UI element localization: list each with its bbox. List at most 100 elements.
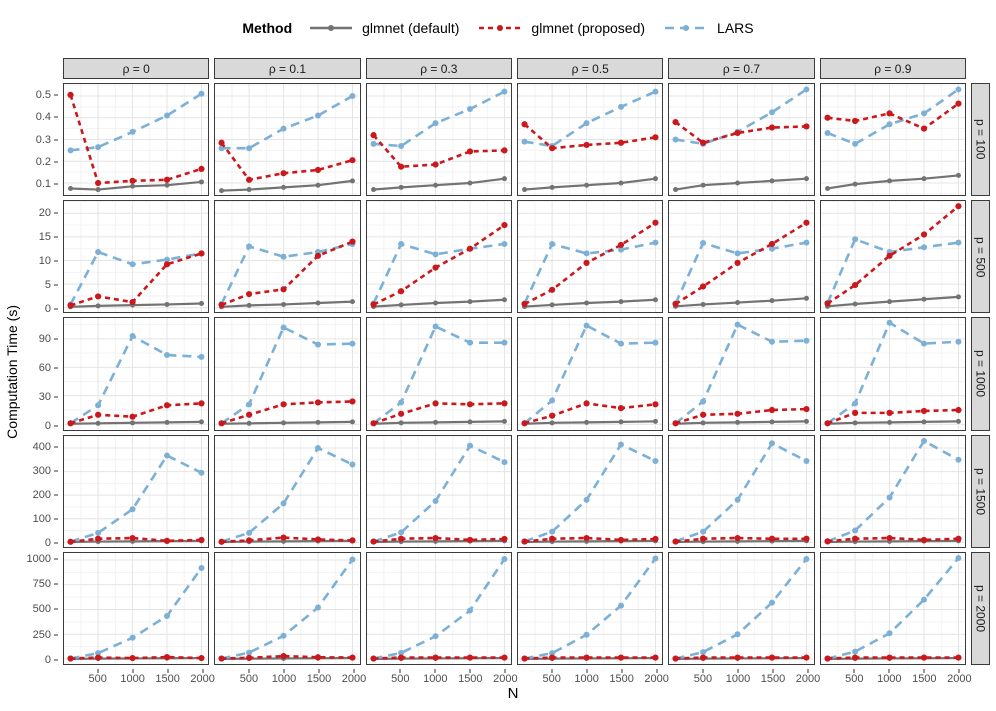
data-point-lars <box>349 92 356 99</box>
data-point-default <box>370 187 376 193</box>
data-point-proposed <box>95 654 102 661</box>
data-point-proposed <box>851 535 858 542</box>
facet-panel-r2c2 <box>365 317 512 431</box>
data-point-lars <box>129 333 136 340</box>
x-tick-mark <box>551 668 553 673</box>
panel-canvas <box>215 201 360 313</box>
facet-panel-r0c4 <box>668 83 815 197</box>
data-point-lars <box>95 249 102 256</box>
data-point-lars <box>886 121 893 128</box>
panel-canvas <box>669 435 814 547</box>
facet-panel-r0c5 <box>819 83 966 197</box>
y-tick-label: 750 <box>32 578 51 591</box>
data-point-default <box>130 420 136 426</box>
data-point-lars <box>164 612 171 619</box>
legend-item-lars: LARS <box>663 20 754 36</box>
panel-canvas <box>669 318 814 430</box>
series-line-default <box>827 295 959 308</box>
facet-panel-r3c4 <box>668 434 815 548</box>
data-point-proposed <box>432 161 439 168</box>
data-point-default <box>549 184 555 190</box>
panel-canvas <box>820 201 965 313</box>
data-point-lars <box>652 88 659 95</box>
series-line-proposed <box>524 656 656 660</box>
data-point-proposed <box>583 534 590 541</box>
data-point-default <box>246 187 252 193</box>
data-point-proposed <box>501 147 508 154</box>
data-point-lars <box>501 458 508 465</box>
data-point-default <box>852 301 858 307</box>
series-line-lars <box>70 92 203 152</box>
data-point-default <box>921 419 927 425</box>
data-point-proposed <box>397 288 404 295</box>
data-point-lars <box>315 112 322 119</box>
data-point-default <box>398 302 404 308</box>
x-ticks-col-5: 500 1000 1500 2000 <box>820 668 972 685</box>
series-line-lars <box>221 445 354 543</box>
data-point-proposed <box>824 420 831 427</box>
y-tick-label: 200 <box>32 488 51 501</box>
x-tick-label: 1000 <box>877 672 902 685</box>
series-line-proposed <box>523 123 656 150</box>
series-line-default <box>373 420 505 426</box>
facet-panel-r0c2 <box>365 83 512 197</box>
data-point-default <box>198 179 204 185</box>
data-point-default <box>281 302 287 308</box>
legend-item-label: glmnet (default) <box>362 20 460 36</box>
data-point-proposed <box>700 535 707 542</box>
facet-panel-r3c0 <box>63 434 210 548</box>
data-point-default <box>955 294 961 300</box>
data-point-lars <box>549 397 556 404</box>
data-point-proposed <box>824 537 831 545</box>
data-point-default <box>467 180 473 186</box>
series-line-proposed <box>827 536 959 543</box>
data-point-default <box>618 180 624 186</box>
data-point-default <box>350 299 356 305</box>
data-point-default <box>549 302 555 308</box>
x-tick-mark <box>958 668 960 673</box>
data-point-proposed <box>198 654 205 661</box>
x-tick-label: 2000 <box>493 672 518 685</box>
data-point-lars <box>466 442 473 449</box>
x-tick-label: 2000 <box>644 672 669 685</box>
series-line-lars <box>70 566 203 660</box>
data-point-proposed <box>67 420 74 427</box>
data-point-proposed <box>129 299 136 306</box>
data-point-default <box>164 420 170 426</box>
panel-canvas <box>517 201 662 313</box>
data-point-default <box>700 302 706 308</box>
y-tick-label: 90 <box>38 332 51 345</box>
series-line-proposed <box>221 654 353 660</box>
data-point-default <box>804 176 810 182</box>
data-point-lars <box>466 106 473 113</box>
data-point-lars <box>803 338 810 345</box>
data-point-proposed <box>955 407 962 414</box>
series-line-default <box>827 539 959 543</box>
y-tick-label: 400 <box>32 440 51 453</box>
data-point-lars <box>617 602 624 609</box>
data-point-proposed <box>734 259 741 267</box>
panel-canvas <box>366 201 511 313</box>
series-line-proposed <box>70 402 202 425</box>
data-point-proposed <box>432 654 439 661</box>
data-point-proposed <box>397 411 404 418</box>
data-point-proposed <box>583 654 590 661</box>
data-point-proposed <box>617 139 625 146</box>
x-tick-label: 500 <box>88 672 107 685</box>
y-axis-title: Computation Time (s) <box>4 304 20 439</box>
series-line-default <box>221 300 353 309</box>
data-point-proposed <box>198 536 205 543</box>
data-point-proposed <box>521 655 528 662</box>
series-line-lars <box>372 325 505 425</box>
facet-panel-r4c1 <box>214 551 361 665</box>
data-point-lars <box>652 239 659 246</box>
data-point-proposed <box>734 534 741 541</box>
data-point-default <box>955 419 961 425</box>
data-point-lars <box>397 399 404 406</box>
data-point-default <box>432 182 438 188</box>
x-tick-mark <box>318 668 320 673</box>
data-point-lars <box>920 437 927 444</box>
legend-key-default-icon <box>310 25 353 31</box>
data-point-proposed <box>824 655 831 662</box>
